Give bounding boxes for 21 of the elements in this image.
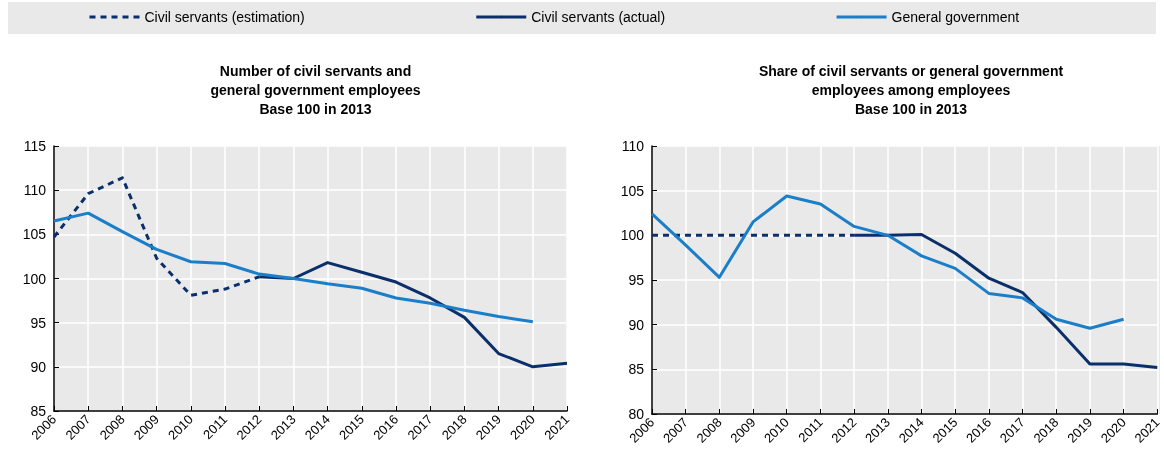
chart-title: Share of civil servants or general government employees among employees Base 100 in 2013 bbox=[758, 62, 1064, 117]
y-tick-label: 105 bbox=[620, 182, 645, 199]
y-tick-label: 110 bbox=[621, 138, 645, 154]
y-tick-label: 85 bbox=[30, 403, 47, 419]
legend-label: Civil servants (estimation) bbox=[144, 9, 305, 25]
y-tick-label: 95 bbox=[628, 272, 645, 288]
y-tick-label: 85 bbox=[628, 361, 645, 378]
y-tick-label: 100 bbox=[620, 227, 645, 244]
y-tick-label: 90 bbox=[30, 358, 47, 375]
line-series bbox=[650, 194, 1126, 330]
y-tick-label: 115 bbox=[23, 138, 47, 154]
y-tick-label: 100 bbox=[22, 270, 47, 287]
y-tick-label: 90 bbox=[628, 316, 645, 333]
chart-title: Number of civil servants and general government employees Base 100 in 2013 bbox=[210, 62, 421, 117]
y-tick-label: 105 bbox=[22, 226, 47, 243]
y-tick-label: 110 bbox=[23, 182, 47, 199]
legend-label: General government bbox=[891, 9, 1020, 25]
y-tick-label: 80 bbox=[628, 406, 645, 422]
legend-label: Civil servants (actual) bbox=[531, 9, 666, 25]
line-series bbox=[52, 211, 535, 324]
y-tick-label: 95 bbox=[30, 314, 47, 331]
